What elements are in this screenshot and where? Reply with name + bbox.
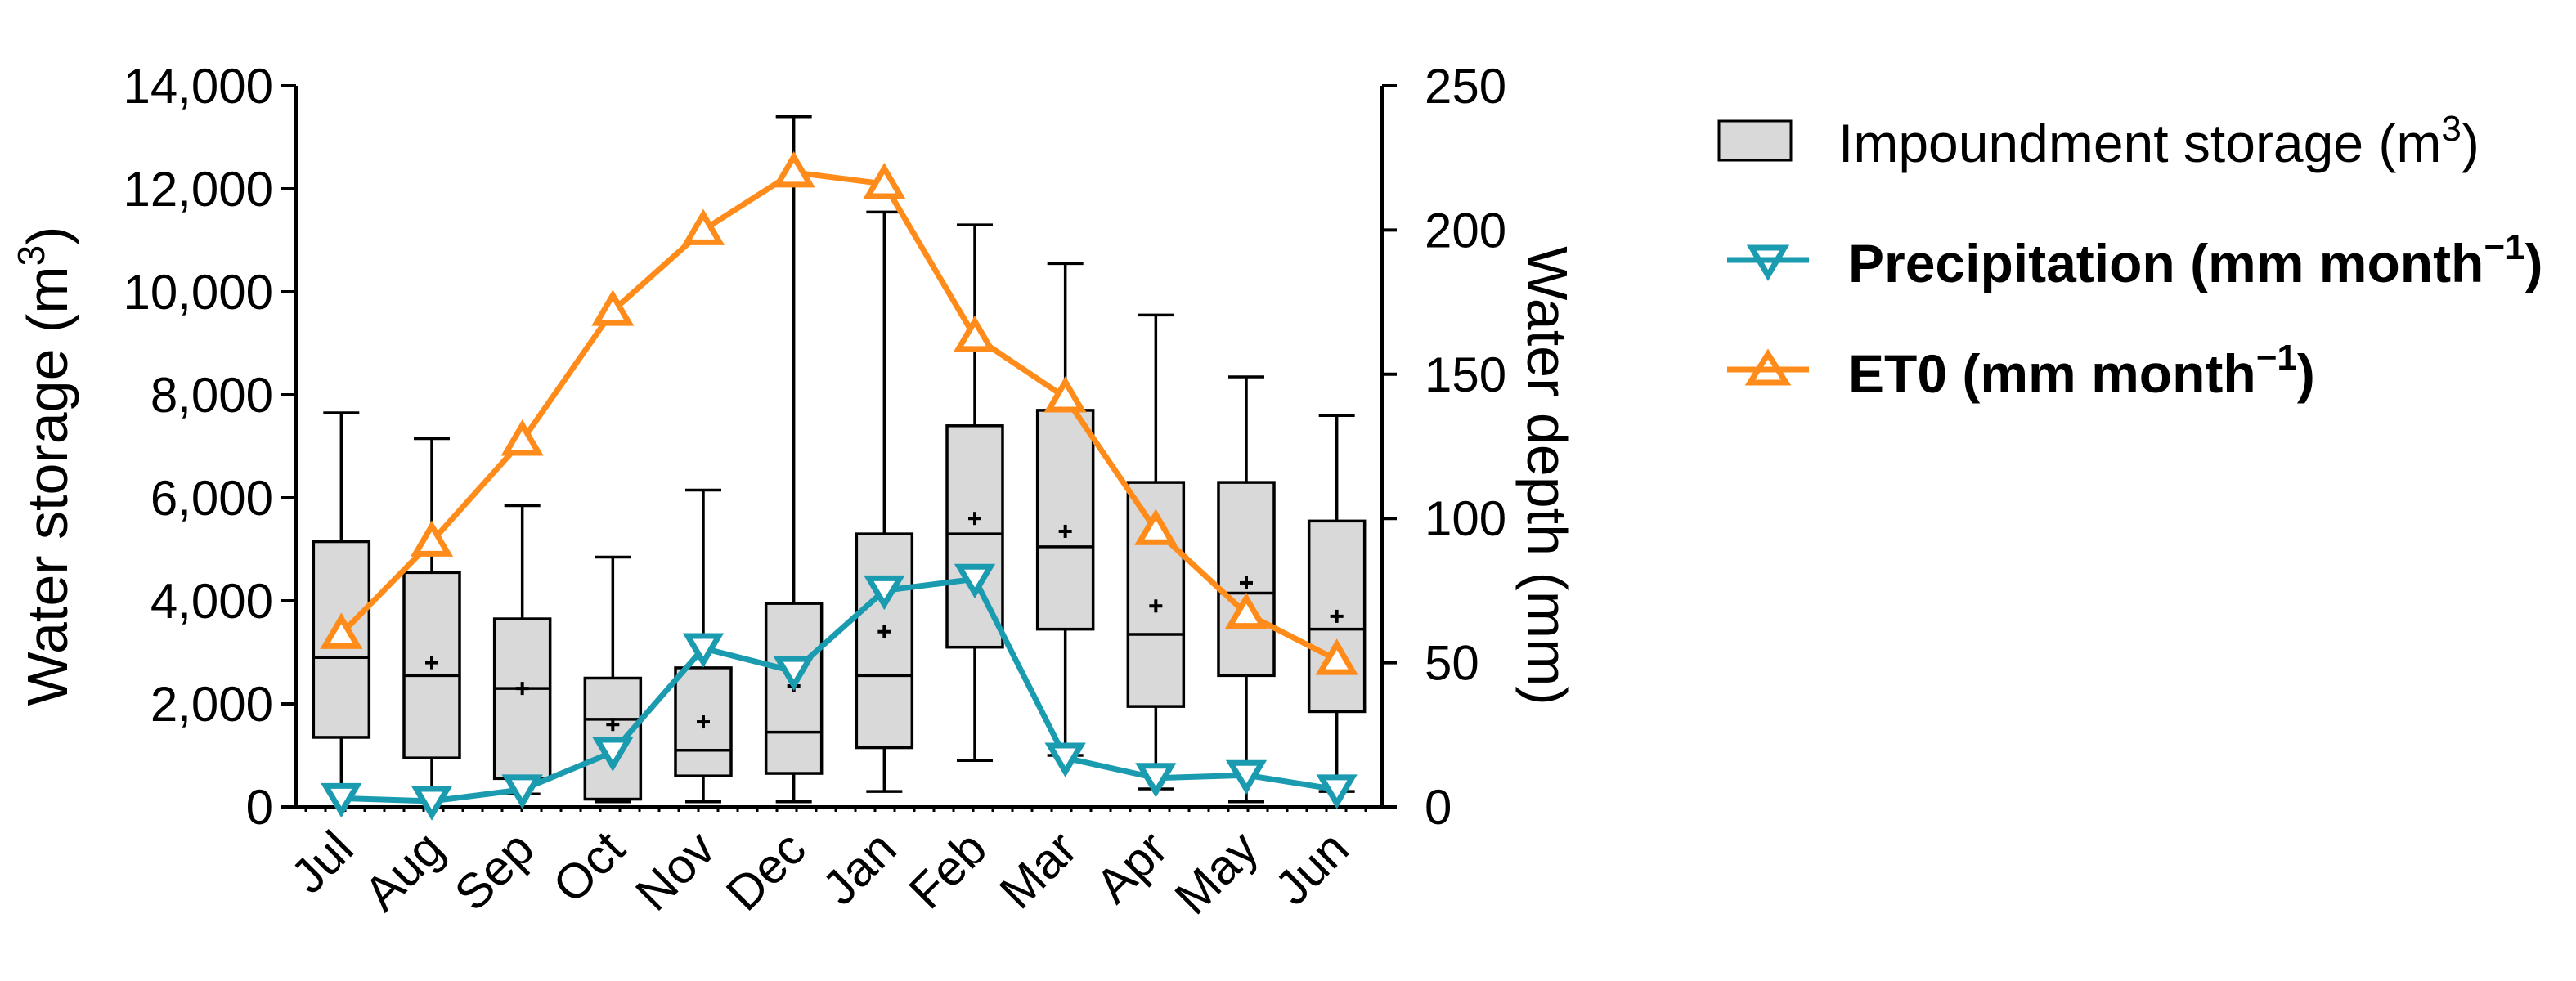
x-axis-tick-label: Apr <box>1085 821 1178 913</box>
series-point-precipitation <box>773 656 815 692</box>
left-axis-tick-label: 6,000 <box>150 471 273 526</box>
right-axis-tick-label: 50 <box>1425 636 1479 691</box>
legend-swatch-boxes <box>1717 119 1793 162</box>
right-axis-tick-label: 100 <box>1425 491 1506 546</box>
series-point-precipitation <box>592 737 634 772</box>
series-line-et0 <box>339 169 1339 663</box>
box-iqr <box>1126 481 1186 708</box>
right-axis-tick-label: 0 <box>1425 780 1452 835</box>
x-axis-tick-label: Jan <box>812 821 907 916</box>
series-point-precipitation <box>954 563 996 599</box>
series-point-et0 <box>1043 376 1087 413</box>
legend-marker-et0 <box>1744 348 1792 386</box>
series-point-et0 <box>681 208 725 245</box>
box-iqr <box>492 617 552 781</box>
right-axis-title: Water depth (mm) <box>1515 246 1579 705</box>
x-axis-tick-label: Oct <box>542 821 635 914</box>
series-point-precipitation <box>864 575 905 611</box>
series-point-et0 <box>1224 592 1268 629</box>
left-axis-tick-label: 8,000 <box>150 368 273 423</box>
legend-label-precipitation: Precipitation (mm month−1) <box>1848 227 2543 293</box>
x-axis-tick-label: Mar <box>989 821 1087 919</box>
series-point-et0 <box>953 316 997 352</box>
series-point-et0 <box>1315 638 1358 675</box>
x-axis-tick-label: Feb <box>899 821 997 919</box>
series-point-precipitation <box>411 786 453 821</box>
right-axis-tick-label: 150 <box>1425 347 1506 402</box>
series-point-precipitation <box>682 633 725 668</box>
series-point-et0 <box>772 150 815 188</box>
left-axis-tick-label: 4,000 <box>150 574 273 629</box>
series-point-precipitation <box>1135 763 1177 798</box>
left-axis-title: Water storage (m3) <box>10 226 79 706</box>
right-axis-tick-label: 250 <box>1425 59 1506 114</box>
series-point-precipitation <box>1316 774 1358 809</box>
left-axis-tick-label: 2,000 <box>150 677 273 732</box>
series-point-et0 <box>591 289 635 326</box>
series-line-precipitation <box>341 576 1338 804</box>
legend: Impoundment storage (m3) Precipitation (… <box>1717 109 2543 404</box>
series-point-et0 <box>1134 508 1178 545</box>
x-axis-tick-label: May <box>1165 821 1269 925</box>
x-axis-tick-label: Aug <box>353 821 454 921</box>
series-point-precipitation <box>1225 759 1268 795</box>
series-point-et0 <box>863 163 906 199</box>
box-iqr <box>312 540 371 739</box>
legend-label-boxes: Impoundment storage (m3) <box>1838 109 2480 173</box>
series-point-et0 <box>320 612 363 649</box>
series-point-precipitation <box>501 774 543 809</box>
legend-marker-precipitation <box>1746 244 1790 281</box>
x-axis-tick-label: Nov <box>625 821 725 921</box>
x-axis-tick-label: Sep <box>444 821 545 921</box>
box-iqr <box>1035 409 1095 631</box>
left-axis-tick-label: 12,000 <box>123 162 273 217</box>
series-point-et0 <box>500 419 544 456</box>
right-axis-tick-label: 200 <box>1425 203 1506 258</box>
left-axis-tick-label: 10,000 <box>123 265 273 320</box>
plot-area: 0 2,000 4,000 6,000 8,000 10,000 12,000 14,000 0… <box>123 59 1506 925</box>
x-axis-tick-label: Jun <box>1264 821 1359 916</box>
x-axis-tick-label: Dec <box>716 821 816 921</box>
left-axis-tick-label: 0 <box>246 780 273 835</box>
series-point-et0 <box>410 520 454 557</box>
series-point-precipitation <box>1044 742 1086 777</box>
box-iqr <box>855 532 914 750</box>
legend-label-et0: ET0 (mm month−1) <box>1848 338 2315 404</box>
left-axis-tick-label: 14,000 <box>123 59 273 114</box>
series-point-precipitation <box>321 782 362 818</box>
x-axis-tick-label: Jul <box>280 821 364 904</box>
